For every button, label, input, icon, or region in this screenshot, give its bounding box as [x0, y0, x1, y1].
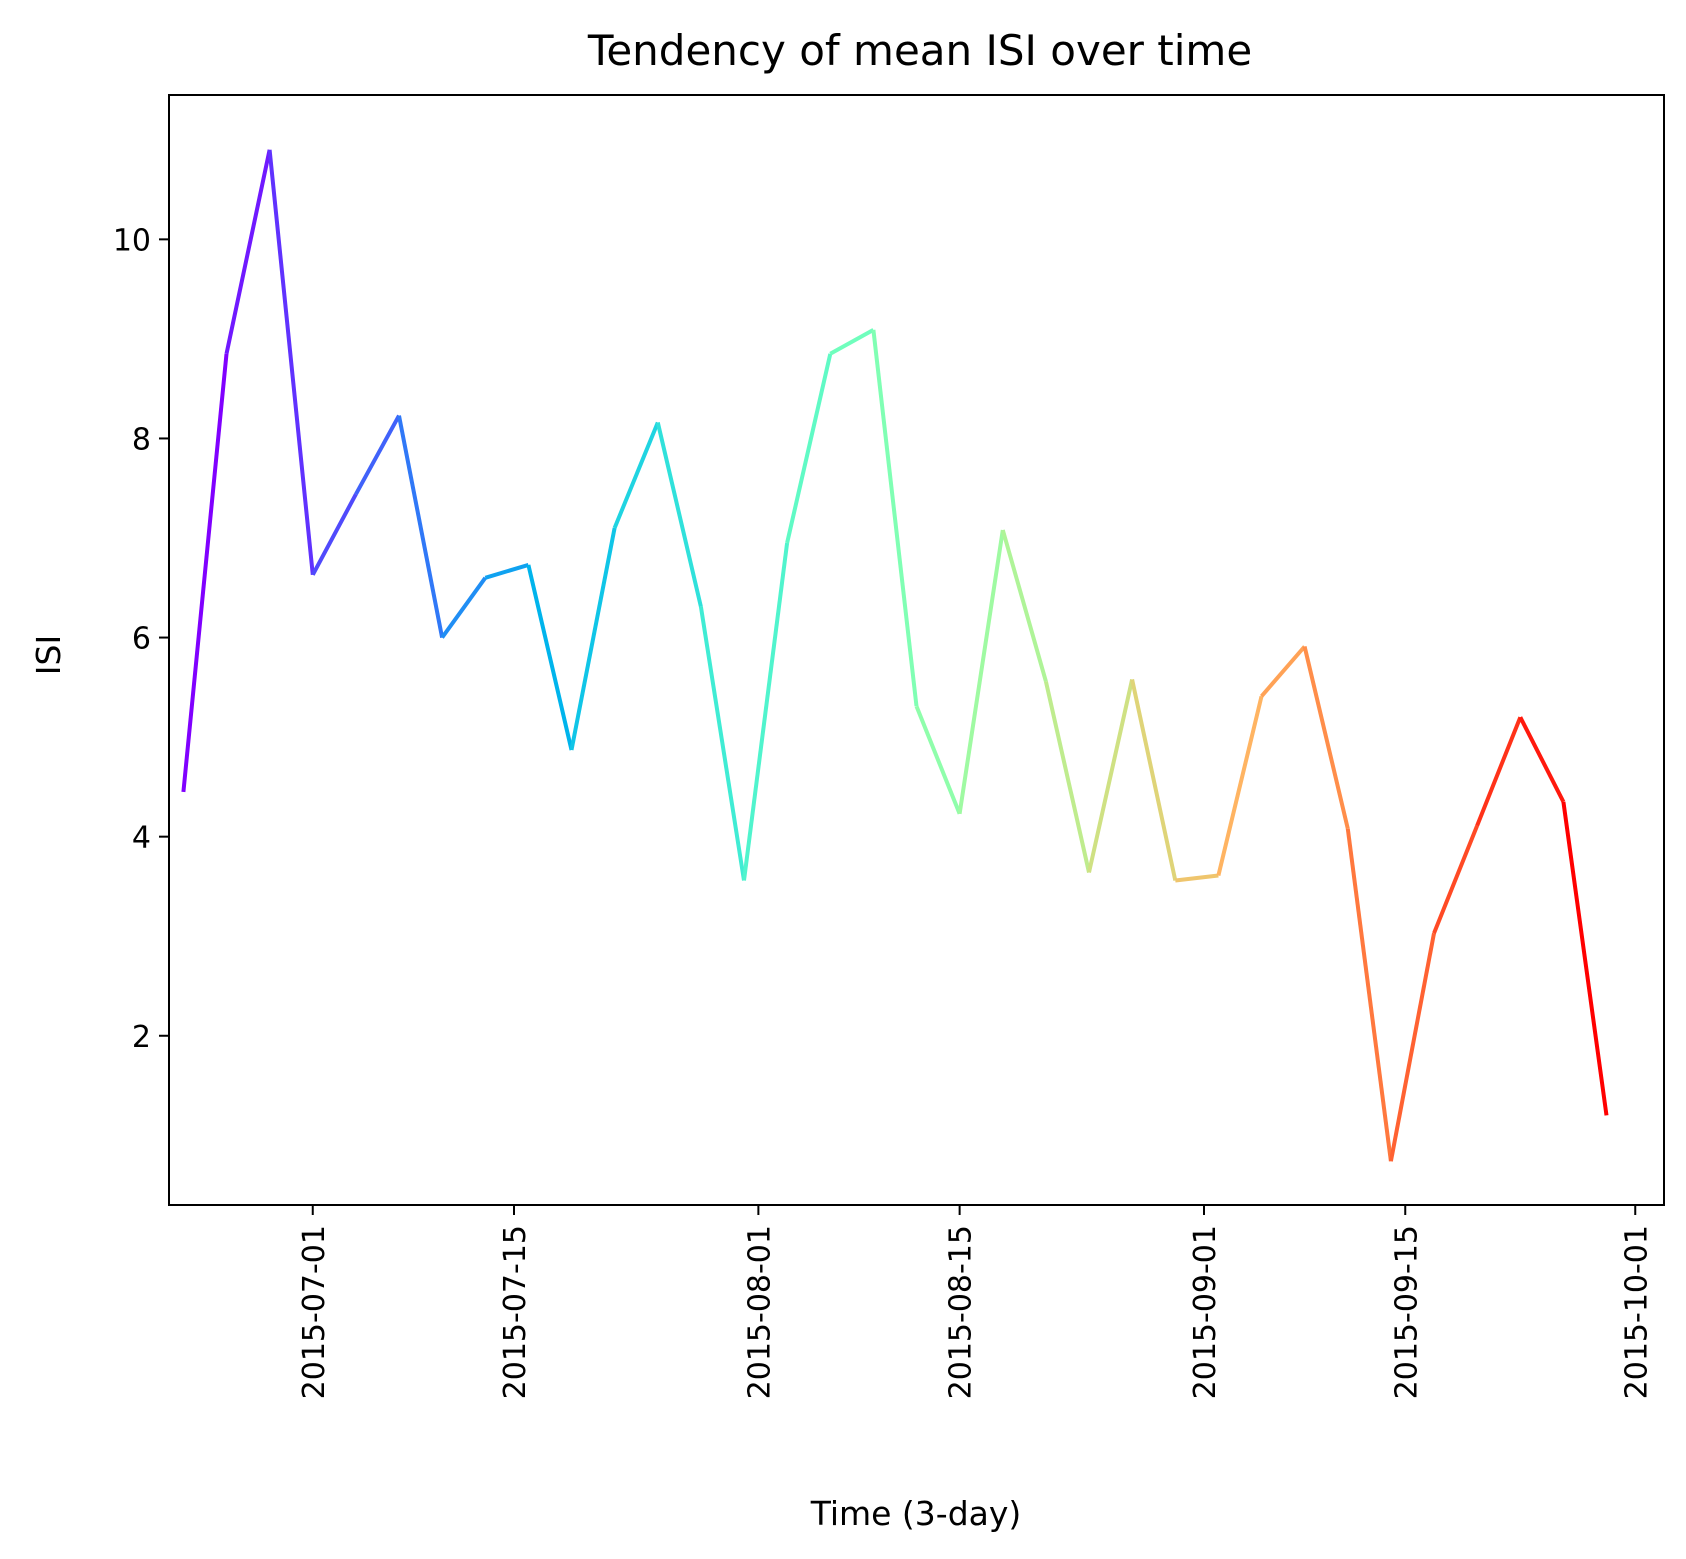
- line-segment: [871, 329, 919, 707]
- x-tick-label: 2015-08-01: [742, 1225, 777, 1399]
- line-segment: [397, 415, 445, 638]
- x-tick-label: 2015-08-15: [944, 1225, 979, 1399]
- line-segment: [181, 353, 229, 793]
- plot-frame: [168, 94, 1665, 1206]
- line-segment: [1130, 678, 1178, 881]
- line-segment: [1259, 645, 1307, 698]
- x-tick-label: 2015-10-01: [1619, 1225, 1654, 1399]
- line-segment: [742, 542, 790, 881]
- line-segment: [698, 606, 746, 881]
- line-segment: [354, 414, 401, 496]
- line-segment: [1175, 873, 1219, 883]
- y-axis: 2 4 6 8 10: [113, 223, 169, 1055]
- line-segment: [526, 564, 574, 751]
- line-segment: [224, 149, 272, 355]
- line-segment: [1432, 824, 1479, 934]
- y-tick-label: 8: [132, 423, 151, 458]
- line-segment: [1561, 801, 1609, 1116]
- y-tick-label: 6: [132, 622, 151, 657]
- y-tick-label: 2: [132, 1020, 151, 1055]
- line-segment: [914, 705, 962, 815]
- line-segment: [1302, 646, 1350, 830]
- line-segment: [1518, 716, 1566, 803]
- x-tick-label: 2015-09-15: [1389, 1225, 1424, 1399]
- x-axis: 2015-07-01 2015-07-15 2015-08-01 2015-08-15…: [297, 1205, 1654, 1399]
- line-segment: [1216, 695, 1264, 876]
- line-segment: [484, 562, 529, 580]
- x-tick-label: 2015-07-01: [297, 1225, 332, 1399]
- line-segment: [311, 493, 358, 576]
- line-segment: [1475, 716, 1523, 827]
- line-segment: [1043, 680, 1091, 873]
- y-tick-label: 4: [132, 821, 151, 856]
- y-axis-label: ISI: [29, 635, 68, 675]
- line-segment: [655, 422, 703, 608]
- line-segment: [612, 421, 660, 529]
- line-segment: [957, 529, 1005, 815]
- line-segment: [569, 527, 617, 751]
- line-segment: [440, 576, 487, 639]
- line-segment: [829, 328, 875, 356]
- x-axis-label: Time (3-day): [810, 1494, 1022, 1533]
- y-tick-label: 10: [113, 223, 151, 258]
- line-segment: [1087, 678, 1135, 873]
- line-segment: [1000, 529, 1048, 682]
- plot-lines: [181, 149, 1609, 1162]
- line-segment: [1388, 932, 1436, 1162]
- x-tick-label: 2015-09-01: [1188, 1225, 1223, 1399]
- line-segment: [785, 353, 833, 544]
- x-tick-label: 2015-07-15: [498, 1225, 533, 1399]
- chart-title: Tendency of mean ISI over time: [587, 26, 1252, 75]
- line-segment: [267, 149, 315, 576]
- line-segment: [1345, 828, 1393, 1162]
